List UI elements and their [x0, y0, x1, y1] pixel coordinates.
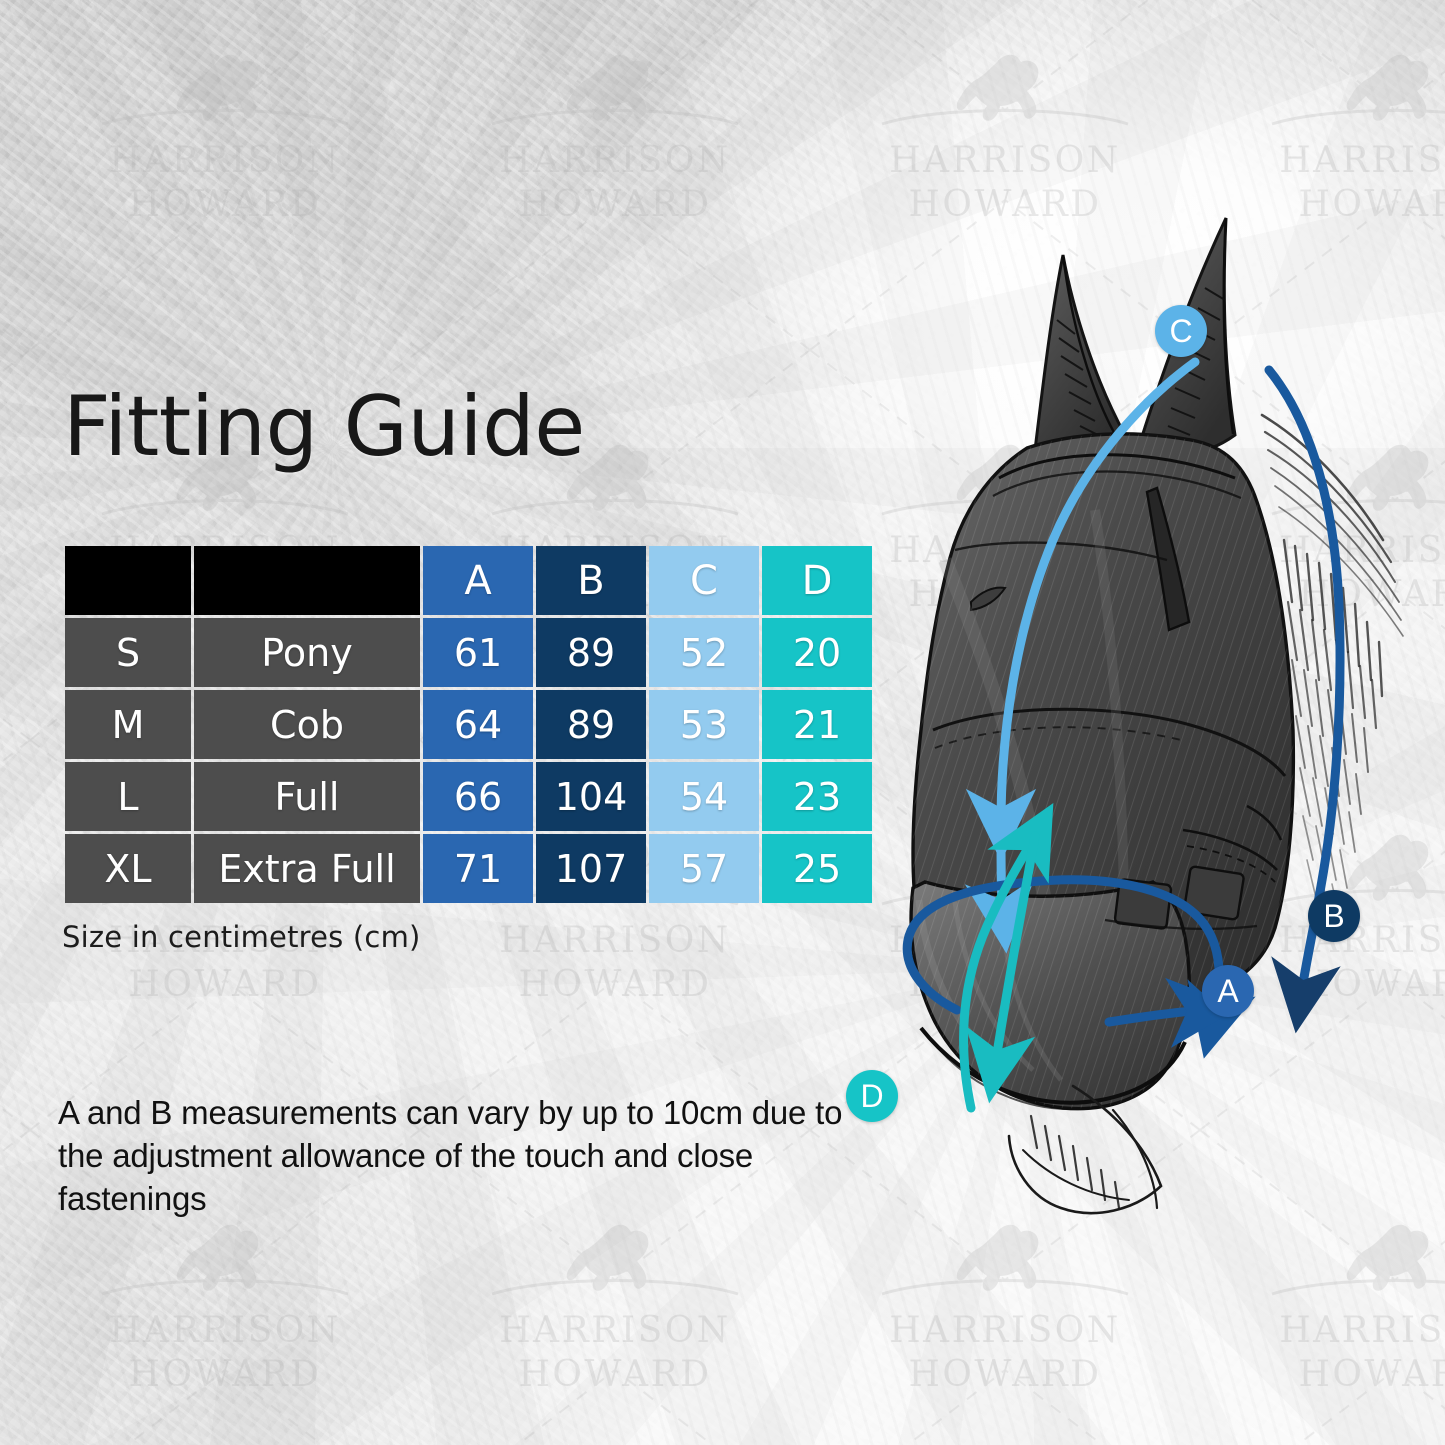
callout-badge-b: B	[1308, 890, 1360, 942]
cell-xl-size: XL	[65, 834, 191, 903]
cell-l-d: 23	[762, 762, 872, 831]
cell-xl-d: 25	[762, 834, 872, 903]
watermark-line-2: HOWARD	[518, 1354, 711, 1395]
cell-xl-fit: Extra Full	[194, 834, 420, 903]
measurement-footnote: A and B measurements can vary by up to 1…	[58, 1094, 843, 1217]
unit-note: Size in centimetres (cm)	[62, 920, 421, 954]
cell-s-b: 89	[536, 618, 646, 687]
watermark-line-2: HOWARD	[128, 184, 321, 225]
cell-m-fit: Cob	[194, 690, 420, 759]
table-row: L Full 66 104 54 23	[65, 762, 872, 831]
cell-l-fit: Full	[194, 762, 420, 831]
table-row: M Cob 64 89 53 21	[65, 690, 872, 759]
cell-s-size: S	[65, 618, 191, 687]
table-row: XL Extra Full 71 107 57 25	[65, 834, 872, 903]
cell-l-size: L	[65, 762, 191, 831]
watermark-line-2: HOWARD	[1298, 1354, 1445, 1395]
cell-s-a: 61	[423, 618, 533, 687]
table-row: S Pony 61 89 52 20	[65, 618, 872, 687]
callout-label: A	[1217, 973, 1239, 1009]
horse-logo-icon	[566, 1224, 649, 1291]
horse-logo-icon	[566, 54, 649, 121]
watermark-line-2: HOWARD	[128, 1354, 321, 1395]
watermark-line-2: HOWARD	[518, 184, 711, 225]
watermark-line-1: HARRISON	[499, 140, 731, 181]
watermark-line-1: HARRISON	[109, 1310, 341, 1351]
cell-m-a: 64	[423, 690, 533, 759]
column-header-a: A	[423, 546, 533, 615]
watermark-line-1: HARRISON	[889, 140, 1121, 181]
horse-logo-icon	[1346, 1224, 1429, 1291]
watermark-line-1: HARRISON	[1279, 140, 1445, 181]
cell-m-c: 53	[649, 690, 759, 759]
watermark-line-1: HARRISON	[499, 920, 731, 961]
cell-l-a: 66	[423, 762, 533, 831]
cell-m-size: M	[65, 690, 191, 759]
column-header-b: B	[536, 546, 646, 615]
cell-m-b: 89	[536, 690, 646, 759]
column-header-blank	[65, 546, 191, 615]
page-title: Fitting Guide	[63, 378, 585, 475]
cell-xl-a: 71	[423, 834, 533, 903]
arrow-d	[959, 802, 1054, 1113]
cell-s-fit: Pony	[194, 618, 420, 687]
callout-label: D	[860, 1078, 884, 1114]
watermark-line-1: HARRISON	[1279, 1310, 1445, 1351]
arrow-c	[965, 357, 1200, 862]
watermark-line-1: HARRISON	[499, 1310, 731, 1351]
column-header-d: D	[762, 546, 872, 615]
watermark-line-1: HARRISON	[889, 1310, 1121, 1351]
cell-m-d: 21	[762, 690, 872, 759]
size-chart-table: A B C D S Pony 61 89 52 20 M Cob 64 89 53 21 L Full 66 104 5…	[62, 543, 875, 906]
callout-label: B	[1323, 898, 1345, 934]
cell-s-c: 52	[649, 618, 759, 687]
nose-fringe	[1007, 1084, 1163, 1215]
horse-logo-icon	[1346, 54, 1429, 121]
cell-l-b: 104	[536, 762, 646, 831]
horse-head-illustration	[795, 210, 1445, 1215]
watermark-line-2: HOWARD	[518, 964, 711, 1005]
watermark-line-2: HOWARD	[128, 964, 321, 1005]
column-header-blank	[194, 546, 420, 615]
cell-xl-b: 107	[536, 834, 646, 903]
callout-badge-c: C	[1155, 305, 1207, 357]
horse-logo-icon	[176, 1224, 259, 1291]
callout-label: C	[1169, 313, 1193, 349]
callout-badge-d: D	[846, 1070, 898, 1122]
cell-l-c: 54	[649, 762, 759, 831]
horse-logo-icon	[956, 54, 1039, 121]
watermark-line-1: HARRISON	[109, 140, 341, 181]
watermark-line-2: HOWARD	[908, 1354, 1101, 1395]
column-header-c: C	[649, 546, 759, 615]
callout-badge-a: A	[1202, 965, 1254, 1017]
cell-s-d: 20	[762, 618, 872, 687]
cell-xl-c: 57	[649, 834, 759, 903]
horse-logo-icon	[956, 1224, 1039, 1291]
horse-logo-icon	[176, 54, 259, 121]
